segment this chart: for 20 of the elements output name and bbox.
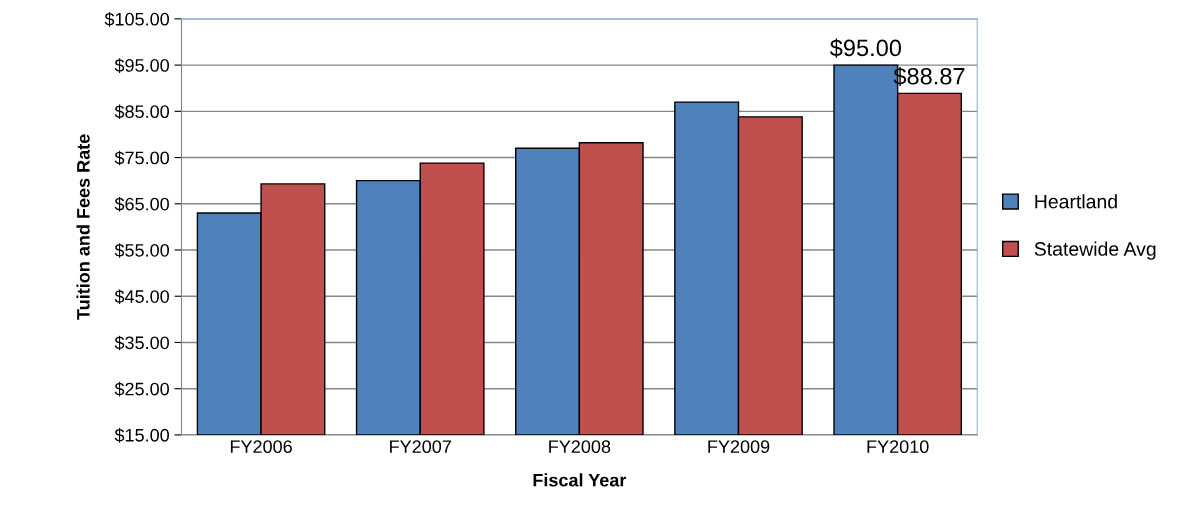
legend-label: Heartland — [1035, 194, 1117, 209]
x-tick-label: FY2009 — [708, 440, 770, 454]
legend-label: Statewide Avg — [1034, 241, 1156, 260]
x-tick-label: FY2007 — [390, 440, 451, 454]
y-tick-label: $95.00 — [114, 58, 169, 73]
y-tick-label: $75.00 — [114, 150, 169, 166]
x-tick-label: FY2006 — [230, 440, 292, 454]
y-tick-label: $105.00 — [104, 12, 169, 27]
y-axis-title: Tuition and Fees Rate — [76, 134, 90, 320]
y-tick-label: $15.00 — [114, 428, 169, 443]
x-axis-title: Fiscal Year — [533, 473, 627, 487]
y-tick-label: $85.00 — [114, 104, 169, 120]
y-tick-label: $65.00 — [114, 196, 169, 212]
y-tick-label: $25.00 — [114, 381, 169, 397]
y-tick-label: $45.00 — [114, 289, 169, 305]
x-tick-label: FY2008 — [549, 440, 611, 454]
x-tick-label: FY2010 — [867, 440, 929, 454]
y-tick-label: $55.00 — [114, 243, 169, 258]
data-label: $95.00 — [829, 38, 902, 58]
y-tick-label: $35.00 — [114, 335, 169, 351]
